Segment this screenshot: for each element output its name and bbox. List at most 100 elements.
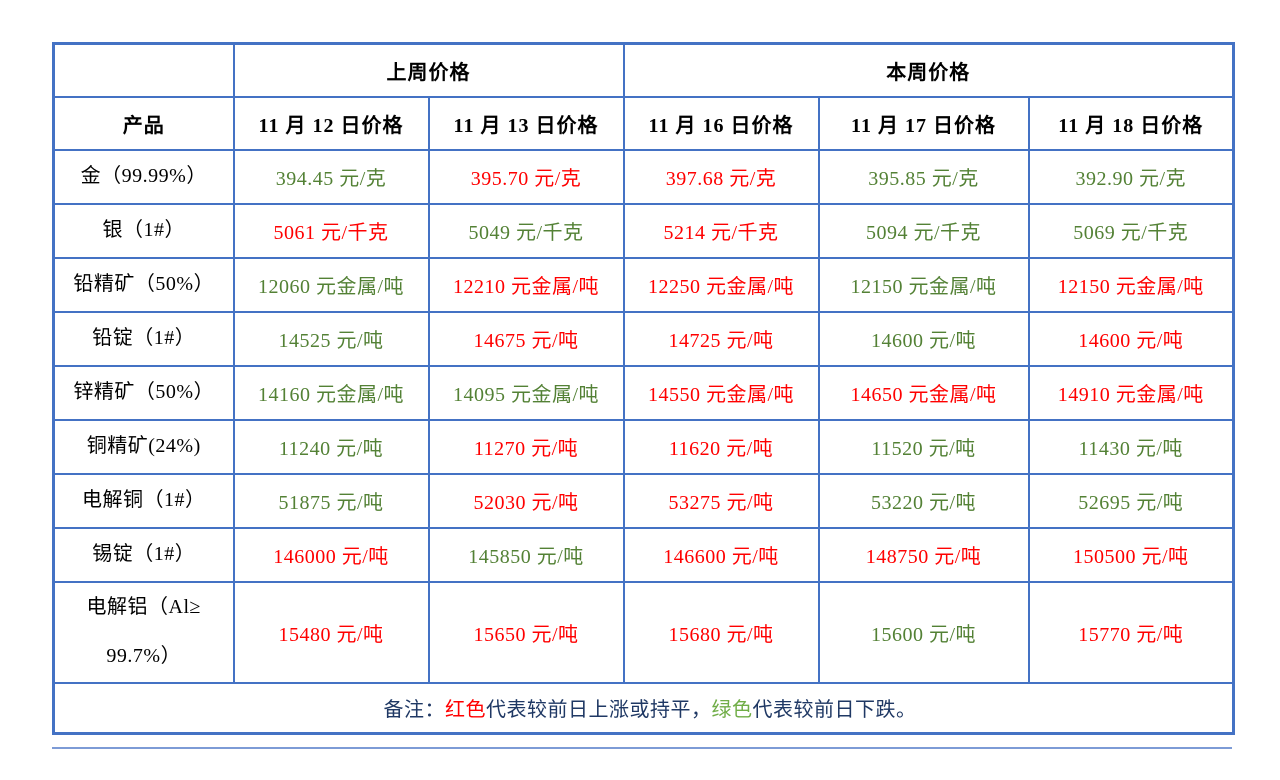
price-value: 394.45 元/克: [275, 168, 387, 190]
price-value: 11620 元/吨: [668, 438, 774, 460]
price-cell: 14160 元金属/吨: [232, 364, 430, 421]
product-row: 铅锭（1#） 14525 元/吨 14675 元/吨 14725 元/吨 14600 元…: [52, 310, 1235, 367]
price-cell: 14650 元金属/吨: [817, 364, 1030, 421]
price-cell: 146600 元/吨: [622, 526, 820, 583]
product-row: 铜精矿(24%) 11240 元/吨 11270 元/吨 11620 元/吨 11520…: [52, 418, 1235, 475]
price-value: 53220 元/吨: [870, 492, 977, 514]
price-value: 15680 元/吨: [668, 623, 774, 646]
price-cell: 12250 元金属/吨: [622, 256, 820, 313]
price-cell: 5049 元/千克: [427, 202, 625, 259]
header-last-week: 上周价格: [232, 42, 625, 98]
note-red-word: 红色: [445, 699, 486, 722]
price-value: 15480 元/吨: [278, 623, 384, 646]
price-cell: 395.85 元/克: [817, 148, 1030, 205]
price-value: 15600 元/吨: [870, 623, 977, 646]
price-value: 14910 元金属/吨: [1057, 384, 1204, 406]
price-cell: 145850 元/吨: [427, 526, 625, 583]
product-name: 锡锭（1#）: [52, 526, 235, 583]
price-cell: 11620 元/吨: [622, 418, 820, 475]
price-cell: 14600 元/吨: [817, 310, 1030, 367]
price-cell: 52030 元/吨: [427, 472, 625, 529]
product-row: 电解铜（1#） 51875 元/吨 52030 元/吨 53275 元/吨 53220 …: [52, 472, 1235, 529]
price-value: 12210 元金属/吨: [452, 276, 600, 298]
price-value: 11240 元/吨: [278, 438, 384, 460]
header-product: 产品: [52, 95, 235, 151]
price-value: 146000 元/吨: [273, 546, 389, 568]
product-row: 锌精矿（50%） 14160 元金属/吨 14095 元金属/吨 14550 元金属/…: [52, 364, 1235, 421]
price-value: 148750 元/吨: [865, 546, 982, 568]
product-name: 银（1#）: [52, 202, 235, 259]
price-value: 53275 元/吨: [668, 492, 774, 514]
price-value: 12150 元金属/吨: [1057, 276, 1204, 298]
price-value: 51875 元/吨: [278, 492, 384, 514]
price-value: 12150 元金属/吨: [850, 276, 997, 298]
price-cell: 395.70 元/克: [427, 148, 625, 205]
price-value: 11430 元/吨: [1078, 438, 1183, 460]
price-value: 52030 元/吨: [473, 492, 579, 514]
price-cell: 14725 元/吨: [622, 310, 820, 367]
price-cell: 14600 元/吨: [1027, 310, 1235, 367]
price-value: 5094 元/千克: [865, 222, 982, 244]
price-cell: 53220 元/吨: [817, 472, 1030, 529]
price-cell: 397.68 元/克: [622, 148, 820, 205]
header-this-week: 本周价格: [622, 42, 1235, 98]
price-value: 15650 元/吨: [473, 623, 579, 646]
product-name: 锌精矿（50%）: [52, 364, 235, 421]
price-cell: 52695 元/吨: [1027, 472, 1235, 529]
price-cell: 148750 元/吨: [817, 526, 1030, 583]
product-name: 铅精矿（50%）: [52, 256, 235, 313]
page-edge-line: [52, 747, 1232, 749]
product-name: 金（99.99%）: [52, 148, 235, 205]
price-value: 5061 元/千克: [273, 222, 389, 244]
note-green-word: 绿色: [711, 699, 753, 722]
product-row: 锡锭（1#） 146000 元/吨 145850 元/吨 146600 元/吨 1487…: [52, 526, 1235, 583]
product-row: 电解铝（Al≥ 99.7%） 15480 元/吨 15650 元/吨 15680 元/…: [52, 580, 1235, 684]
price-value: 14600 元/吨: [1078, 330, 1184, 352]
price-value: 14650 元金属/吨: [850, 384, 997, 406]
header-date-nov16: 11 月 16 日价格: [622, 95, 820, 151]
note-cell: 备注：红色代表较前日上涨或持平，绿色代表较前日下跌。: [52, 681, 1235, 735]
price-cell: 12150 元金属/吨: [1027, 256, 1235, 313]
price-cell: 15770 元/吨: [1027, 580, 1235, 684]
price-value: 15770 元/吨: [1078, 623, 1184, 646]
price-value: 11520 元/吨: [871, 438, 976, 460]
price-value: 14675 元/吨: [473, 330, 579, 352]
price-value: 14095 元金属/吨: [452, 384, 600, 406]
price-value: 5069 元/千克: [1073, 222, 1189, 244]
price-cell: 11240 元/吨: [232, 418, 430, 475]
price-value: 12060 元金属/吨: [257, 276, 405, 298]
price-cell: 15480 元/吨: [232, 580, 430, 684]
price-value: 146600 元/吨: [663, 546, 779, 568]
product-name: 电解铝（Al≥ 99.7%）: [52, 580, 235, 684]
price-value: 14525 元/吨: [278, 330, 384, 352]
price-table: 上周价格 本周价格 产品 11 月 12 日价格 11 月 13 日价格 11 …: [52, 42, 1236, 735]
price-value: 145850 元/吨: [468, 546, 584, 568]
price-value: 395.70 元/克: [470, 168, 582, 190]
price-cell: 15680 元/吨: [622, 580, 820, 684]
price-cell: 14675 元/吨: [427, 310, 625, 367]
price-cell: 15600 元/吨: [817, 580, 1030, 684]
note-prefix: 备注：: [383, 699, 445, 722]
price-value: 14160 元金属/吨: [257, 384, 405, 406]
price-value: 52695 元/吨: [1078, 492, 1184, 514]
price-value: 397.68 元/克: [665, 168, 777, 190]
price-cell: 150500 元/吨: [1027, 526, 1235, 583]
price-cell: 53275 元/吨: [622, 472, 820, 529]
price-cell: 392.90 元/克: [1027, 148, 1235, 205]
price-cell: 14550 元金属/吨: [622, 364, 820, 421]
price-cell: 11430 元/吨: [1027, 418, 1235, 475]
price-value: 395.85 元/克: [868, 168, 979, 190]
price-cell: 394.45 元/克: [232, 148, 430, 205]
price-cell: 5061 元/千克: [232, 202, 430, 259]
header-date-nov13: 11 月 13 日价格: [427, 95, 625, 151]
product-name: 铅锭（1#）: [52, 310, 235, 367]
price-value: 12250 元金属/吨: [647, 276, 795, 298]
price-value: 14725 元/吨: [668, 330, 774, 352]
product-name: 电解铜（1#）: [52, 472, 235, 529]
price-cell: 12060 元金属/吨: [232, 256, 430, 313]
price-cell: 11270 元/吨: [427, 418, 625, 475]
price-value: 392.90 元/克: [1075, 168, 1187, 190]
corner-cell: [52, 42, 235, 98]
price-cell: 5094 元/千克: [817, 202, 1030, 259]
note-red-desc: 代表较前日上涨或持平，: [486, 699, 712, 722]
